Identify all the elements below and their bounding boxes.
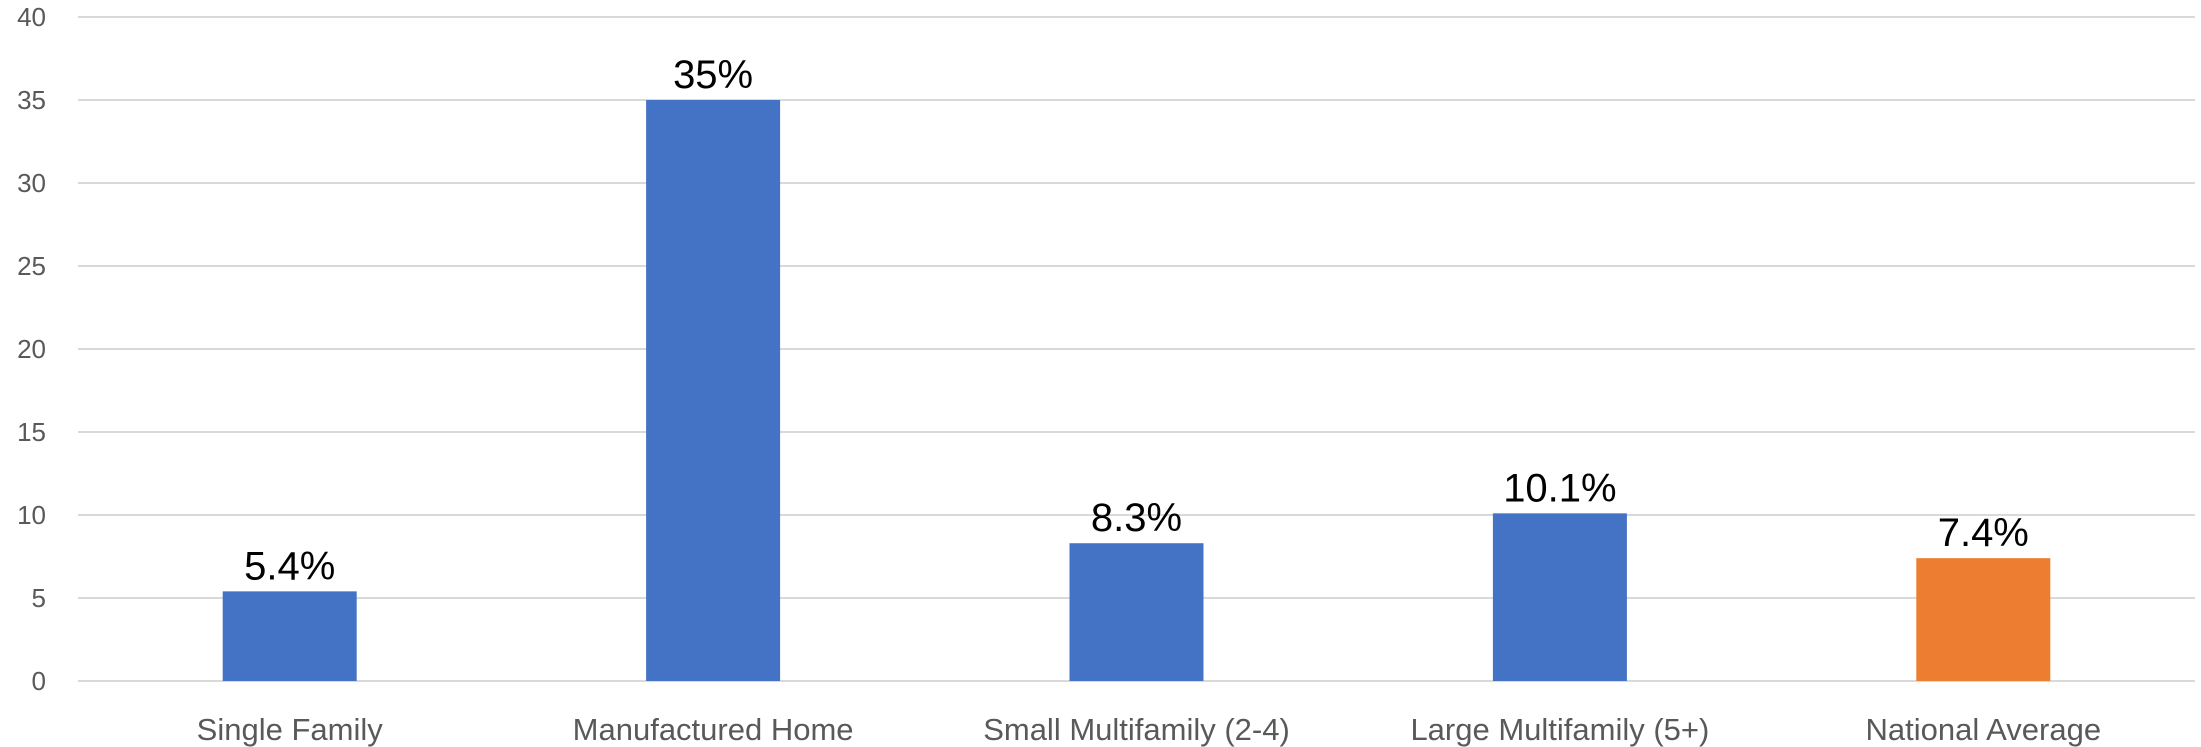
data-label: 7.4%: [1938, 511, 2029, 555]
x-tick-label: Manufactured Home: [573, 712, 854, 747]
y-tick-label: 30: [17, 168, 46, 198]
y-tick-label: 25: [17, 251, 46, 281]
bar-manufactured-home: [646, 100, 781, 681]
y-axis: 0 5 10 15 20 25 30 35 40: [17, 2, 46, 696]
gridlines: [78, 16, 2195, 682]
bar-large-multifamily-5: [1492, 513, 1627, 681]
x-axis: Single Family Manufactured Home Small Mult…: [197, 712, 2101, 747]
y-tick-label: 5: [32, 583, 46, 613]
data-label: 8.3%: [1091, 496, 1182, 540]
bar-national-average: [1916, 558, 2051, 681]
y-tick-label: 40: [17, 2, 46, 32]
y-tick-label: 35: [17, 85, 46, 115]
x-tick-label: National Average: [1866, 712, 2102, 747]
x-tick-label: Single Family: [197, 712, 384, 747]
data-label: 5.4%: [244, 544, 335, 588]
y-tick-label: 15: [17, 417, 46, 447]
data-label: 35%: [673, 53, 753, 97]
bars: [222, 100, 2051, 681]
y-tick-label: 0: [32, 666, 46, 696]
x-tick-label: Large Multifamily (5+): [1410, 712, 1709, 747]
y-tick-label: 20: [17, 334, 46, 364]
y-tick-label: 10: [17, 500, 46, 530]
x-tick-label: Small Multifamily (2-4): [983, 712, 1290, 747]
data-labels: 5.4% 35% 8.3% 10.1% 7.4%: [244, 53, 2029, 588]
data-label: 10.1%: [1503, 466, 1616, 510]
bar-single-family: [222, 591, 357, 681]
bar-small-multifamily-2-4: [1069, 543, 1204, 681]
